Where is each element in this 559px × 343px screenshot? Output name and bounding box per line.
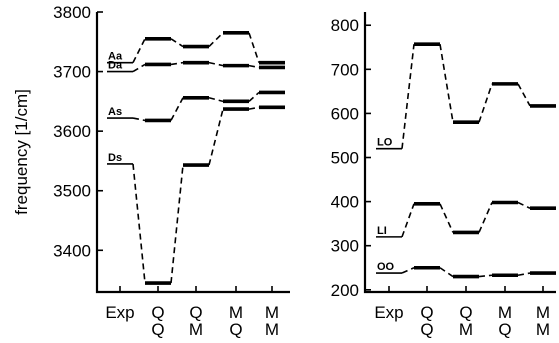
y-tick-label: 800 xyxy=(331,16,359,35)
y-tick-label: 3400 xyxy=(53,241,91,260)
y-axis-title: frequency [1/cm] xyxy=(12,89,31,215)
x-category-label: M xyxy=(265,320,279,339)
series-connector xyxy=(439,203,454,233)
series-connector xyxy=(170,97,184,121)
series-connector xyxy=(132,163,146,284)
x-category-label: M xyxy=(536,303,550,322)
series-label: LO xyxy=(377,137,393,149)
series-connector xyxy=(478,202,493,233)
y-tick-label: 400 xyxy=(331,193,359,212)
x-category-label: Q xyxy=(151,320,164,339)
series-connector xyxy=(132,117,146,122)
x-category-label: M xyxy=(265,303,279,322)
series-connector xyxy=(517,272,531,277)
series-connector xyxy=(132,38,146,63)
x-category-label: Q xyxy=(151,303,164,322)
x-category-label: Exp xyxy=(105,303,134,322)
series-label: LI xyxy=(377,225,387,237)
x-category-label: Q xyxy=(229,320,242,339)
x-category-label: M xyxy=(459,320,473,339)
series-label: As xyxy=(108,106,122,118)
series-connector xyxy=(208,97,224,103)
x-category-label: Q xyxy=(189,303,202,322)
x-category-label: M xyxy=(498,303,512,322)
series-connector xyxy=(401,203,415,238)
series-connector xyxy=(248,91,260,102)
series-connector xyxy=(439,44,454,123)
y-tick-label: 3600 xyxy=(53,122,91,141)
series-connector xyxy=(170,38,184,48)
series-connector xyxy=(132,63,146,73)
x-category-label: M xyxy=(229,303,243,322)
x-category-label: Exp xyxy=(374,303,403,322)
series-label: OO xyxy=(377,261,395,273)
series-connector xyxy=(248,106,260,110)
y-tick-label: 3700 xyxy=(53,63,91,82)
y-tick-label: 3800 xyxy=(53,3,91,22)
y-tick-label: 500 xyxy=(331,149,359,168)
x-category-label: Q xyxy=(420,320,433,339)
series-connector xyxy=(170,165,184,284)
series-connector xyxy=(401,267,415,274)
series-connector xyxy=(478,274,493,278)
series-connector xyxy=(208,108,224,166)
axis-lines xyxy=(363,12,556,294)
x-category-label: Q xyxy=(459,303,472,322)
series-label: Ds xyxy=(108,152,122,164)
x-category-label: Q xyxy=(420,303,433,322)
series-connector xyxy=(248,32,260,63)
series-connector xyxy=(478,83,493,123)
left-panel: 3400 3500 3600 3700 3800 frequency [1/cm] Exp Q… xyxy=(12,3,290,339)
series-connector xyxy=(208,32,224,48)
y-tick-label: 600 xyxy=(331,104,359,123)
x-category-label: M xyxy=(189,320,203,339)
series-connector xyxy=(517,83,531,107)
series-connector xyxy=(170,61,184,66)
series-connector xyxy=(208,61,224,67)
y-tick-label: 3500 xyxy=(53,182,91,201)
y-tick-label: 300 xyxy=(331,237,359,256)
series-connector xyxy=(248,64,260,69)
x-category-label: M xyxy=(536,320,550,339)
series-label: Aa xyxy=(108,51,123,63)
y-tick-label: 700 xyxy=(331,60,359,79)
y-tick-label: 200 xyxy=(331,281,359,300)
x-category-label: Q xyxy=(498,320,511,339)
series-connector xyxy=(439,267,454,278)
series-connector xyxy=(401,44,415,149)
series-label: Da xyxy=(108,60,123,72)
series-connector xyxy=(517,201,531,209)
axis-lines xyxy=(95,12,290,294)
